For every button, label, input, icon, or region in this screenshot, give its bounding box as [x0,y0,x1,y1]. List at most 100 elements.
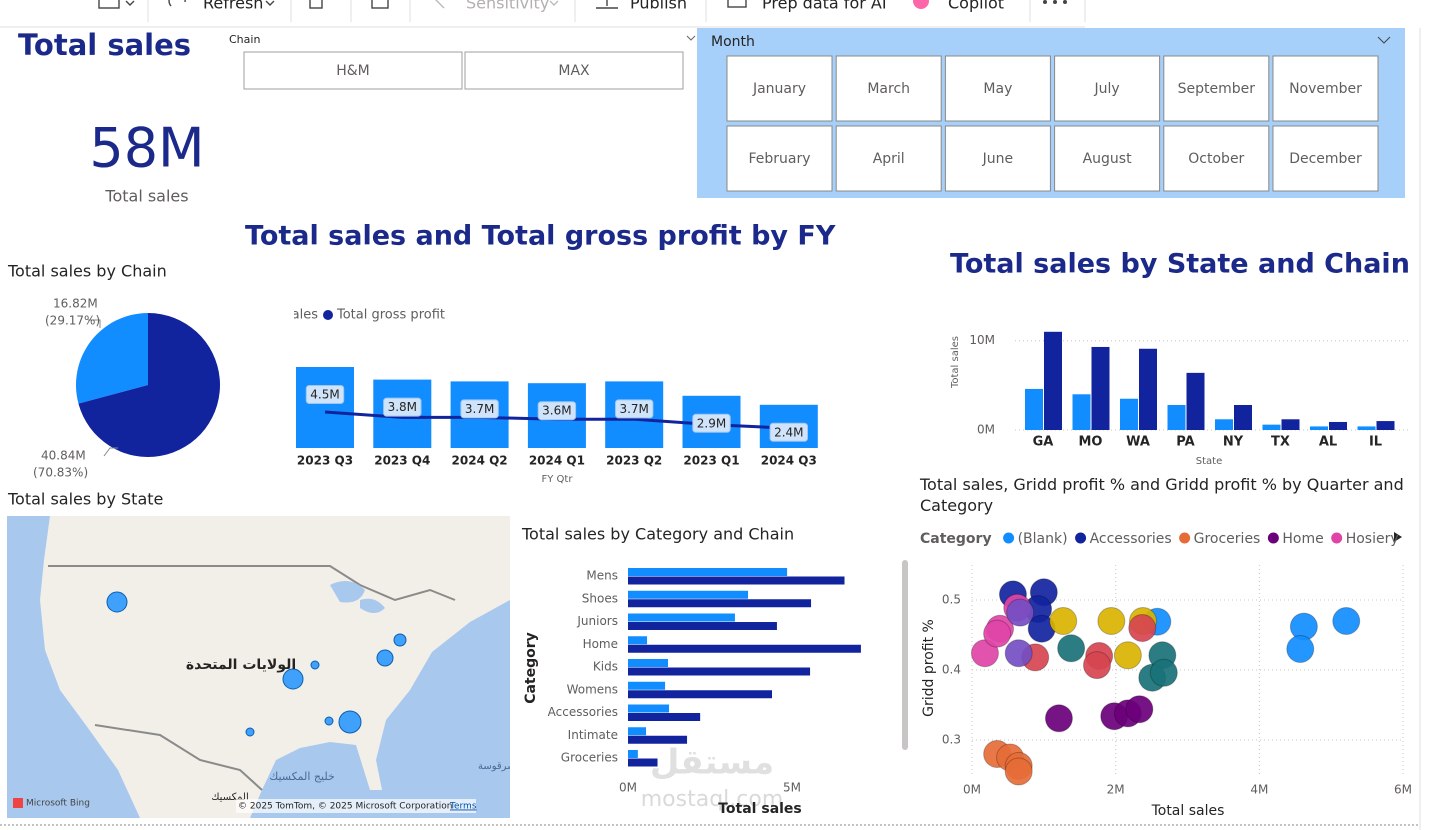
data-label: 3.6M [542,404,571,418]
y-tick-label: Mens [586,569,618,583]
x-axis-label: Total sales [718,801,802,817]
bar [628,644,861,653]
legend-marker [1179,532,1191,544]
map-provider: Microsoft Bing [26,799,90,809]
bar [628,667,811,676]
x-tick-label: 0M [619,781,637,795]
watermark: مستقل [650,743,774,783]
map: الولايات المتحدة خليج المكسيك المكسيك بح… [7,516,510,818]
slicer-item[interactable] [835,125,942,192]
slicer-item[interactable] [243,51,463,90]
slicer-item-label: November [1289,81,1362,97]
data-label-bg [614,399,654,419]
x-tick-label: IL [1369,435,1382,450]
x-axis-label: FY Qtr [542,474,574,485]
chart-title: Total sales, Gridd profit % and Gridd pr… [920,475,1404,515]
slicer-item[interactable] [726,55,833,122]
bubble [1097,607,1126,635]
x-tick-label: 2024 Q2 [452,454,508,468]
legend: Total sales Total gross profit [235,308,445,323]
toolbar-button[interactable]: Refresh [203,0,263,13]
bar [1044,331,1062,430]
x-tick-label: AL [1319,435,1337,450]
data-label-bg [537,401,577,421]
y-tick-label: Intimate [568,728,618,742]
slicer-item[interactable] [1054,55,1161,122]
data-label: 40.84M [41,449,86,463]
bubble [970,639,999,668]
x-tick-label: 4M [1250,783,1268,797]
legend-marker [1267,532,1279,544]
bar [628,690,773,699]
legend-marker [323,310,333,320]
legend-marker [235,310,245,320]
toolbar-button[interactable]: Copilot [948,0,1004,13]
data-label-bg [383,397,422,417]
toolbar-separators [147,0,1086,22]
legend-next[interactable] [1394,532,1402,542]
slicer-item[interactable] [1163,125,1270,192]
toolbar-button[interactable]: Publish [630,0,687,13]
slicer-chevron[interactable] [1377,36,1391,44]
x-tick-label: 6M [1394,783,1412,797]
bing-logo [13,798,23,808]
scrollbar[interactable] [902,560,908,750]
bar [628,750,638,758]
legend-label: Total gross profit [336,308,445,323]
bar [1329,421,1347,430]
slicer-item-label: February [748,151,810,167]
x-tick-label: TX [1271,435,1290,450]
map-label: المكسيك [211,792,249,803]
slicer-item-label: March [867,81,910,97]
slicer-item[interactable] [835,55,942,122]
x-tick-label: 2023 Q2 [606,454,662,468]
data-label: (29.17%) [45,314,100,328]
slicer-item-label: June [982,151,1014,167]
kpi-label: Total sales [104,187,188,206]
bubble [1128,614,1157,642]
bar [1310,426,1328,430]
slicer-item-label: MAX [558,63,590,79]
bar [1139,348,1157,430]
bar [1025,388,1043,430]
y-axis-label: Total sales [950,336,961,389]
slicer-item[interactable] [726,125,833,192]
y-tick-label: 0M [977,423,995,437]
bar [1357,426,1376,430]
x-tick-label: GA [1033,435,1054,450]
x-tick-label: 2024 Q3 [761,454,817,468]
slicer-item[interactable] [944,125,1051,192]
watermark: mostaql.com [641,787,784,812]
slicer-item[interactable] [464,51,684,90]
toolbar-button[interactable]: Sensitivity [466,0,549,13]
toolbar-icons [98,0,929,9]
y-tick-label: Kids [593,660,618,674]
slicer-item[interactable] [1272,125,1379,192]
chart-title: Total sales by State [7,490,163,509]
toolbar-button[interactable]: Prep data for AI [762,0,887,13]
x-tick-label: 2M [1107,783,1125,797]
bar [628,735,688,744]
bubble [1286,635,1315,663]
y-axis-label: Gridd profit % [921,619,937,717]
data-label: 3.7M [465,402,494,416]
bar [628,681,666,690]
slicer-item[interactable] [1054,125,1161,192]
slicer-item[interactable] [1163,55,1270,122]
slicer-chevron[interactable] [686,35,696,41]
legend-label: Accessories [1090,531,1172,547]
bar [628,590,749,599]
slicer-item[interactable] [1272,55,1379,122]
slicer-item-label: October [1188,151,1244,167]
more-menu[interactable] [1043,0,1067,4]
bar [1215,419,1233,430]
legend-label: Hosiery [1346,531,1399,547]
bubble [1057,634,1086,663]
map-terms[interactable]: Terms [449,802,477,812]
chart-title: Total sales by Chain [7,262,167,281]
bar [628,704,670,713]
slicer-item[interactable] [944,55,1051,122]
bubble [1044,704,1073,733]
bubble [983,619,1012,648]
